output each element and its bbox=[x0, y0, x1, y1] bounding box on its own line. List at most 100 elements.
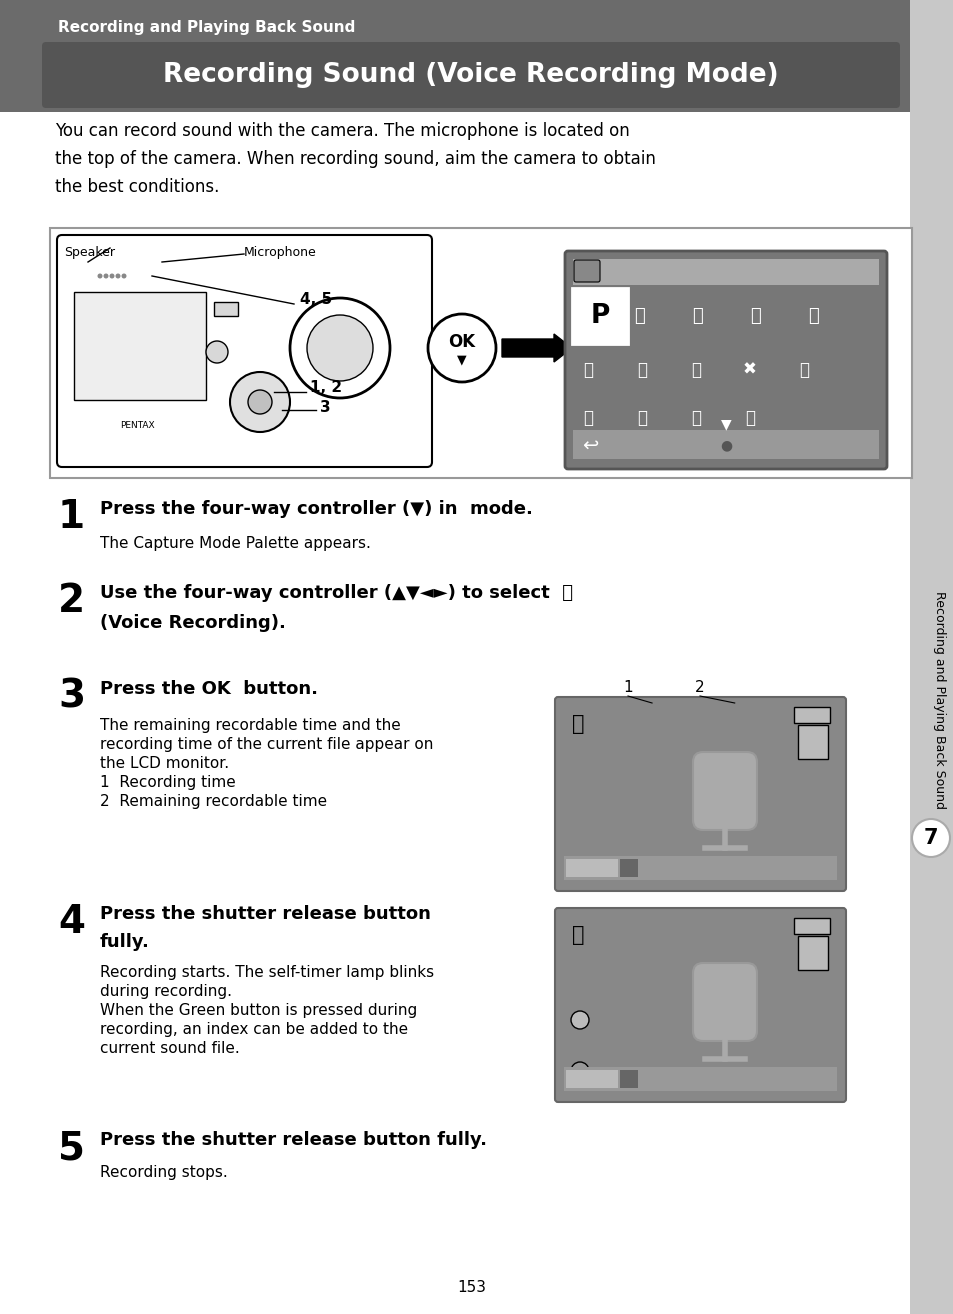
Circle shape bbox=[428, 314, 496, 382]
Text: 4, 5: 4, 5 bbox=[299, 293, 332, 307]
Text: 🌻: 🌻 bbox=[637, 361, 646, 378]
Text: 153: 153 bbox=[457, 1280, 486, 1296]
Circle shape bbox=[110, 273, 114, 279]
Bar bbox=[563, 855, 836, 880]
Circle shape bbox=[121, 273, 127, 279]
Text: 1  Recording time: 1 Recording time bbox=[100, 775, 235, 790]
Bar bbox=[573, 430, 878, 459]
FancyBboxPatch shape bbox=[797, 936, 827, 970]
FancyBboxPatch shape bbox=[42, 42, 899, 108]
Text: 2  Remaining recordable time: 2 Remaining recordable time bbox=[100, 794, 327, 809]
Bar bbox=[0, 0, 909, 112]
Text: current sound file.: current sound file. bbox=[100, 1041, 239, 1056]
FancyBboxPatch shape bbox=[564, 251, 886, 469]
Bar bbox=[909, 0, 953, 1314]
Bar bbox=[619, 1070, 638, 1088]
Text: the LCD monitor.: the LCD monitor. bbox=[100, 756, 229, 771]
Text: OK: OK bbox=[448, 332, 475, 351]
Text: Use the four-way controller (▲▼◄►) to select  🎤: Use the four-way controller (▲▼◄►) to se… bbox=[100, 583, 573, 602]
Text: When the Green button is pressed during: When the Green button is pressed during bbox=[100, 1003, 416, 1018]
Text: 2: 2 bbox=[695, 681, 704, 695]
Text: Press the four-way controller (▼) in  mode.: Press the four-way controller (▼) in mod… bbox=[100, 501, 533, 518]
Text: (Voice Recording).: (Voice Recording). bbox=[100, 614, 286, 632]
Text: Recording starts. The self-timer lamp blinks: Recording starts. The self-timer lamp bl… bbox=[100, 964, 434, 980]
Text: recording, an index can be added to the: recording, an index can be added to the bbox=[100, 1022, 408, 1037]
Text: PENTAX: PENTAX bbox=[120, 420, 154, 430]
Text: ▼: ▼ bbox=[456, 353, 466, 367]
Text: ▼: ▼ bbox=[720, 417, 731, 431]
Text: 4: 4 bbox=[58, 903, 85, 941]
FancyBboxPatch shape bbox=[572, 288, 627, 344]
Text: 👤: 👤 bbox=[750, 307, 760, 325]
Text: 🎤: 🎤 bbox=[571, 714, 583, 735]
FancyBboxPatch shape bbox=[793, 918, 829, 934]
FancyBboxPatch shape bbox=[692, 752, 757, 830]
Bar bbox=[565, 1070, 618, 1088]
Text: 3: 3 bbox=[58, 678, 85, 716]
Text: 🐟: 🐟 bbox=[744, 409, 754, 427]
Text: ✖: ✖ bbox=[742, 361, 756, 378]
Circle shape bbox=[248, 390, 272, 414]
Text: ↩: ↩ bbox=[581, 435, 598, 455]
Text: 1, 2: 1, 2 bbox=[310, 381, 342, 396]
FancyArrow shape bbox=[501, 334, 572, 361]
Text: 🏂: 🏂 bbox=[690, 409, 700, 427]
Text: recording time of the current file appear on: recording time of the current file appea… bbox=[100, 737, 433, 752]
Text: Recording and Playing Back Sound: Recording and Playing Back Sound bbox=[933, 591, 945, 809]
Text: P: P bbox=[590, 304, 609, 328]
Text: 🏊: 🏊 bbox=[637, 409, 646, 427]
Text: 1: 1 bbox=[622, 681, 632, 695]
Text: Press the shutter release button fully.: Press the shutter release button fully. bbox=[100, 1131, 486, 1148]
FancyBboxPatch shape bbox=[793, 707, 829, 723]
Text: 👶: 👶 bbox=[799, 361, 808, 378]
Text: 7: 7 bbox=[923, 828, 937, 848]
Text: 🎤: 🎤 bbox=[692, 307, 702, 325]
Text: ⛳: ⛳ bbox=[634, 307, 644, 325]
FancyBboxPatch shape bbox=[555, 696, 845, 891]
Bar bbox=[573, 259, 878, 285]
Text: 5: 5 bbox=[58, 1129, 85, 1167]
FancyBboxPatch shape bbox=[555, 908, 845, 1102]
Text: 2: 2 bbox=[58, 582, 85, 620]
FancyBboxPatch shape bbox=[57, 235, 432, 466]
Circle shape bbox=[115, 273, 120, 279]
Text: 🎤: 🎤 bbox=[571, 925, 583, 945]
Circle shape bbox=[911, 819, 949, 857]
Text: The remaining recordable time and the: The remaining recordable time and the bbox=[100, 717, 400, 733]
Bar bbox=[563, 1067, 836, 1091]
Text: Press the shutter release button: Press the shutter release button bbox=[100, 905, 431, 922]
Circle shape bbox=[290, 298, 390, 398]
Circle shape bbox=[307, 315, 373, 381]
Text: 3: 3 bbox=[319, 399, 331, 414]
Text: 👨: 👨 bbox=[690, 361, 700, 378]
Text: Recording stops.: Recording stops. bbox=[100, 1166, 228, 1180]
Text: ●: ● bbox=[720, 438, 731, 452]
Bar bbox=[213, 302, 237, 315]
Text: during recording.: during recording. bbox=[100, 984, 232, 999]
Circle shape bbox=[103, 273, 109, 279]
Text: Press the OK  button.: Press the OK button. bbox=[100, 681, 317, 698]
Text: 🚶: 🚶 bbox=[582, 409, 593, 427]
Text: 1: 1 bbox=[58, 498, 85, 536]
Text: Speaker: Speaker bbox=[64, 246, 115, 259]
Bar bbox=[565, 859, 618, 876]
Text: Recording and Playing Back Sound: Recording and Playing Back Sound bbox=[58, 20, 355, 35]
FancyBboxPatch shape bbox=[574, 260, 599, 283]
Text: Microphone: Microphone bbox=[244, 246, 316, 259]
Bar bbox=[619, 859, 638, 876]
Circle shape bbox=[206, 342, 228, 363]
Text: You can record sound with the camera. The microphone is located on
the top of th: You can record sound with the camera. Th… bbox=[55, 122, 656, 196]
Text: The Capture Mode Palette appears.: The Capture Mode Palette appears. bbox=[100, 536, 371, 551]
Text: fully.: fully. bbox=[100, 933, 150, 951]
FancyBboxPatch shape bbox=[692, 963, 757, 1041]
FancyBboxPatch shape bbox=[797, 725, 827, 759]
Bar bbox=[50, 229, 911, 478]
Bar bbox=[74, 292, 206, 399]
Circle shape bbox=[571, 1010, 588, 1029]
Circle shape bbox=[97, 273, 102, 279]
Text: 🎭: 🎭 bbox=[808, 307, 819, 325]
Circle shape bbox=[230, 372, 290, 432]
Text: Recording Sound (Voice Recording Mode): Recording Sound (Voice Recording Mode) bbox=[163, 62, 778, 88]
Text: ⛰: ⛰ bbox=[582, 361, 593, 378]
Circle shape bbox=[571, 1062, 588, 1080]
